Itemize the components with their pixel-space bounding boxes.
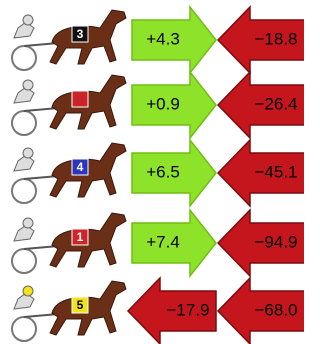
wheel: [12, 249, 36, 273]
value-label: −26.4: [254, 94, 297, 113]
value-label: −68.0: [254, 300, 297, 319]
saddle-cloth: [72, 91, 88, 107]
value-label: −45.1: [254, 162, 297, 181]
helmet: [23, 15, 33, 25]
horse-icon: [12, 75, 126, 135]
value-label: +0.9: [146, 94, 180, 113]
board: 3 +4.3 −18.8 +0.9 −26.4 4 +6.5 −45.1 1 +7.4 −94.9 5…: [0, 0, 304, 344]
value-label: −17.9: [166, 300, 209, 319]
cloth-number: 3: [77, 27, 84, 41]
cloth-number: 5: [77, 298, 84, 312]
cloth-number: 1: [77, 230, 84, 244]
value-label: −94.9: [254, 232, 297, 251]
wheel: [12, 111, 36, 135]
helmet: [23, 148, 33, 158]
horse-icon: 3: [12, 10, 126, 70]
helmet: [23, 80, 33, 90]
horse-icon: 1: [12, 213, 126, 273]
horse-icon: 4: [12, 143, 126, 203]
horse-icon: 5: [12, 281, 126, 341]
value-label: +7.4: [146, 232, 180, 251]
cloth-number: 4: [77, 160, 84, 174]
page: 3 +4.3 −18.8 +0.9 −26.4 4 +6.5 −45.1 1 +7.4 −94.9 5…: [0, 0, 320, 344]
wheel: [12, 179, 36, 203]
value-label: −18.8: [254, 29, 297, 48]
value-label: +6.5: [146, 162, 180, 181]
wheel: [12, 317, 36, 341]
wheel: [12, 46, 36, 70]
helmet: [23, 286, 33, 296]
value-label: +4.3: [146, 29, 180, 48]
helmet: [23, 218, 33, 228]
